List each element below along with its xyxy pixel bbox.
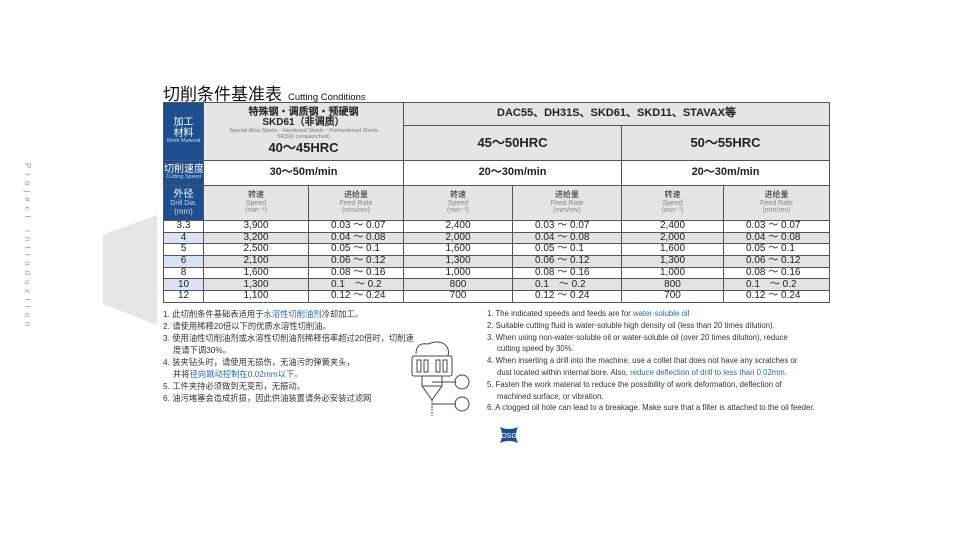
title-cn: 切削条件基准表 bbox=[163, 85, 282, 104]
speed-cell: 1,300 bbox=[621, 255, 724, 268]
speed-cell: 1,000 bbox=[621, 266, 724, 280]
cutting-speed-label: 切削速度 Cutting Speed bbox=[163, 160, 204, 186]
speed-group2: 20～30m/min bbox=[620, 160, 831, 186]
feed-cell: 0.1 ～ 0.2 bbox=[308, 278, 404, 292]
speed-cell: 2,500 bbox=[203, 243, 309, 257]
feed-cell: 0.04 ～ 0.08 bbox=[308, 231, 404, 245]
feed-cell: 0.04 ～ 0.08 bbox=[722, 231, 831, 245]
feed-cell: 0.06 ～ 0.12 bbox=[308, 255, 404, 268]
speed-cell: 1,600 bbox=[203, 266, 309, 280]
speed-cell: 800 bbox=[403, 278, 513, 292]
side-label: Project introduction bbox=[23, 163, 32, 332]
speed-cell: 1,300 bbox=[203, 278, 309, 292]
drill-dia-label: 外径 Drill Dia. (mm) bbox=[163, 185, 204, 221]
table-row: 6 2,100 0.06 ～ 0.12 1,300 0.06 ～ 0.12 1,300 0.… bbox=[163, 255, 831, 268]
feed-cell: 0.03 ～ 0.07 bbox=[308, 220, 404, 233]
drill-dia-cell: 8 bbox=[163, 266, 204, 280]
drill-dia-cell: 4 bbox=[163, 231, 204, 245]
work-material-label: 加工 材料 Work Material bbox=[163, 102, 204, 161]
speed-cell: 2,400 bbox=[621, 220, 724, 233]
speed-cell: 2,000 bbox=[621, 231, 724, 245]
feed-cell: 0.03 ～ 0.07 bbox=[722, 220, 831, 233]
speed-cell: 2,100 bbox=[203, 255, 309, 268]
feed-cell: 0.08 ～ 0.16 bbox=[308, 266, 404, 280]
speed-group1: 20～30m/min bbox=[403, 160, 622, 186]
speed-col-header: 转速 Speed (min⁻¹) bbox=[403, 185, 513, 221]
feed-col-header: 进给量 Feed Rate (mm/rev) bbox=[722, 185, 831, 221]
speed-cell: 1,300 bbox=[403, 255, 513, 268]
osg-logo: OSG bbox=[500, 427, 518, 443]
speed-cell: 1,600 bbox=[403, 243, 513, 257]
speed-cell: 800 bbox=[621, 278, 724, 292]
feed-cell: 0.1 ～ 0.2 bbox=[722, 278, 831, 292]
cutting-conditions-table: 加工 材料 Work Material 特殊钢・调质钢・预硬钢 SKD61（非调质） S… bbox=[163, 102, 831, 303]
speed-cell: 1,600 bbox=[621, 243, 724, 257]
feed-cell: 0.03 ～ 0.07 bbox=[512, 220, 622, 233]
speed-cell: 2,400 bbox=[403, 220, 513, 233]
page-title: 切削条件基准表 Cutting Conditions bbox=[163, 80, 366, 105]
feed-cell: 0.05 ～ 0.1 bbox=[512, 243, 622, 257]
feed-cell: 0.12 ～ 0.24 bbox=[308, 290, 404, 303]
hrc-50-55: 50～55HRC bbox=[620, 125, 831, 161]
drill-dia-cell: 10 bbox=[163, 278, 204, 292]
table-row: 4 3,200 0.04 ～ 0.08 2,000 0.04 ～ 0.08 2,000 0.… bbox=[163, 231, 831, 245]
drill-dia-cell: 12 bbox=[163, 290, 204, 303]
speed-cell: 1,000 bbox=[403, 266, 513, 280]
table-row: 5 2,500 0.05 ～ 0.1 1,600 0.05 ～ 0.1 1,600 0.05… bbox=[163, 243, 831, 257]
drill-dia-cell: 6 bbox=[163, 255, 204, 268]
speed-col-header: 转速 Speed (min⁻¹) bbox=[203, 185, 309, 221]
speed-material1: 30～50m/min bbox=[203, 160, 404, 186]
drill-dia-cell: 3.3 bbox=[163, 220, 204, 233]
speed-col-header: 转速 Speed (min⁻¹) bbox=[621, 185, 724, 221]
material2-header: DAC55、DH31S、SKD61、SKD11、STAVAX等 bbox=[402, 102, 831, 126]
table-row: 10 1,300 0.1 ～ 0.2 800 0.1 ～ 0.2 800 0.1 ～ 0.2 bbox=[163, 278, 831, 292]
speed-cell: 2,000 bbox=[403, 231, 513, 245]
feed-cell: 0.05 ～ 0.1 bbox=[308, 243, 404, 257]
notes-chinese: 1. 此切削条件基础表适用于水溶性切削油剂冷却加工。 2. 请使用稀释20倍以下… bbox=[163, 309, 414, 403]
table-row: 3.3 3,900 0.03 ～ 0.07 2,400 0.03 ～ 0.07 2,400… bbox=[163, 220, 831, 233]
feed-cell: 0.12 ～ 0.24 bbox=[512, 290, 622, 303]
table-row: 12 1,100 0.12 ～ 0.24 700 0.12 ～ 0.24 700 0.12 … bbox=[163, 290, 831, 303]
decorative-shape bbox=[103, 215, 157, 325]
feed-cell: 0.08 ～ 0.16 bbox=[512, 266, 622, 280]
feed-cell: 0.06 ～ 0.12 bbox=[512, 255, 622, 268]
material1-header: 特殊钢・调质钢・预硬钢 SKD61（非调质） Special Alloy Steel… bbox=[203, 102, 404, 161]
feed-cell: 0.1 ～ 0.2 bbox=[512, 278, 622, 292]
feed-cell: 0.06 ～ 0.12 bbox=[722, 255, 831, 268]
drill-dia-cell: 5 bbox=[163, 243, 204, 257]
svg-text:OSG: OSG bbox=[501, 433, 517, 440]
feed-col-header: 进给量 Feed Rate (mm/rev) bbox=[512, 185, 622, 221]
feed-col-header: 进给量 Feed Rate (mm/rev) bbox=[308, 185, 404, 221]
speed-cell: 1,100 bbox=[203, 290, 309, 303]
notes-english: 1. The indicated speeds and feeds are fo… bbox=[487, 309, 815, 413]
hrc-45-50: 45～50HRC bbox=[403, 125, 622, 161]
feed-cell: 0.12 ～ 0.24 bbox=[722, 290, 831, 303]
speed-cell: 700 bbox=[403, 290, 513, 303]
drill-collet-illustration bbox=[411, 341, 470, 416]
title-en: Cutting Conditions bbox=[288, 92, 366, 103]
feed-cell: 0.05 ～ 0.1 bbox=[722, 243, 831, 257]
table-row: 8 1,600 0.08 ～ 0.16 1,000 0.08 ～ 0.16 1,000 0.… bbox=[163, 266, 831, 280]
feed-cell: 0.08 ～ 0.16 bbox=[722, 266, 831, 280]
speed-cell: 3,900 bbox=[203, 220, 309, 233]
speed-cell: 3,200 bbox=[203, 231, 309, 245]
speed-cell: 700 bbox=[621, 290, 724, 303]
feed-cell: 0.04 ～ 0.08 bbox=[512, 231, 622, 245]
